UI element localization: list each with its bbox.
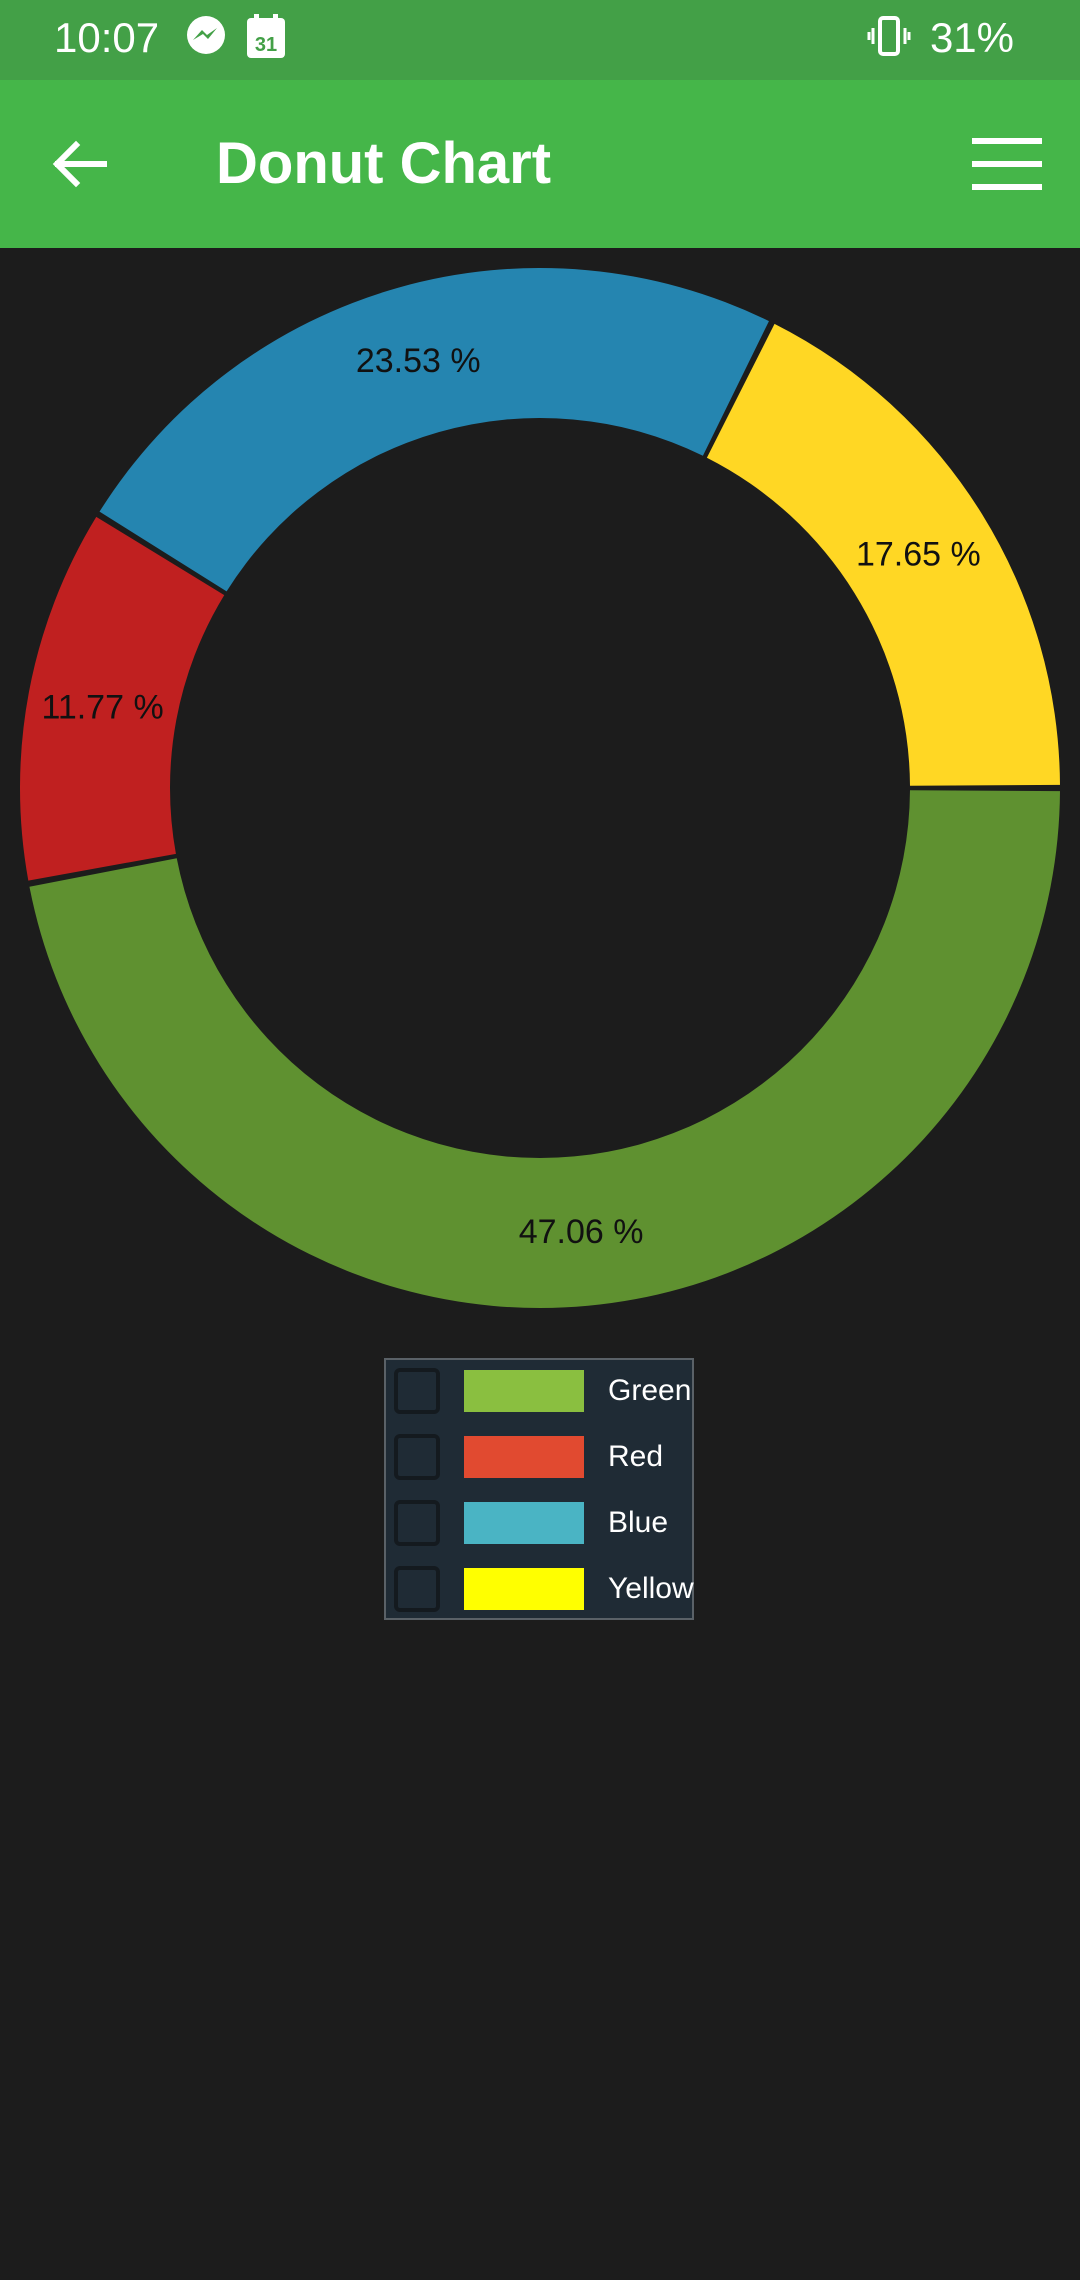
arrow-left-icon (52, 140, 107, 188)
back-button[interactable] (40, 124, 120, 204)
legend-label-red: Red (608, 1440, 664, 1473)
legend-swatch-blue (464, 1502, 584, 1544)
slice-label-yellow: 17.65 % (856, 536, 981, 574)
calendar-day: 31 (255, 34, 277, 56)
legend-item-red[interactable]: Red (386, 1426, 692, 1492)
legend-item-blue[interactable]: Blue (386, 1492, 692, 1558)
legend-checkbox-red[interactable] (394, 1434, 440, 1480)
legend-item-green[interactable]: Green (386, 1360, 692, 1426)
donut-chart-svg: 47.06 % 11.77 % 23.53 % 17.65 % (20, 268, 1060, 1309)
page-title: Donut Chart (216, 131, 552, 196)
legend-swatch-yellow (464, 1568, 584, 1610)
donut-slice-green[interactable] (29, 790, 1060, 1309)
legend-swatch-red (464, 1436, 584, 1478)
legend-checkbox-blue[interactable] (394, 1500, 440, 1546)
status-time: 10:07 (54, 14, 160, 61)
slice-label-red: 11.77 % (41, 688, 163, 726)
donut-slice-red[interactable] (20, 516, 225, 881)
donut-slice-yellow[interactable] (706, 323, 1060, 786)
status-bar: 10:07 31 31% (0, 0, 1080, 80)
vibrate-icon (866, 14, 912, 65)
battery-level: 31% (929, 14, 1014, 61)
calendar-icon: 31 (246, 14, 286, 65)
legend-swatch-green (464, 1370, 584, 1412)
donut-chart: 47.06 % 11.77 % 23.53 % 17.65 % (0, 248, 1080, 1328)
slice-label-blue: 23.53 % (356, 342, 481, 380)
menu-button[interactable] (966, 126, 1046, 202)
hamburger-menu-icon (972, 138, 1042, 190)
chart-legend: Green Red Blue Yellow (384, 1358, 694, 1620)
legend-checkbox-yellow[interactable] (394, 1566, 440, 1612)
messenger-icon (184, 14, 228, 63)
legend-label-blue: Blue (608, 1506, 669, 1539)
app-bar: Donut Chart (0, 80, 1080, 248)
donut-slice-blue[interactable] (99, 268, 769, 592)
legend-label-green: Green (608, 1374, 692, 1407)
legend-item-yellow[interactable]: Yellow (386, 1558, 694, 1624)
legend-label-yellow: Yellow (608, 1572, 694, 1605)
slice-label-green: 47.06 % (519, 1213, 644, 1251)
legend-checkbox-green[interactable] (394, 1368, 440, 1414)
